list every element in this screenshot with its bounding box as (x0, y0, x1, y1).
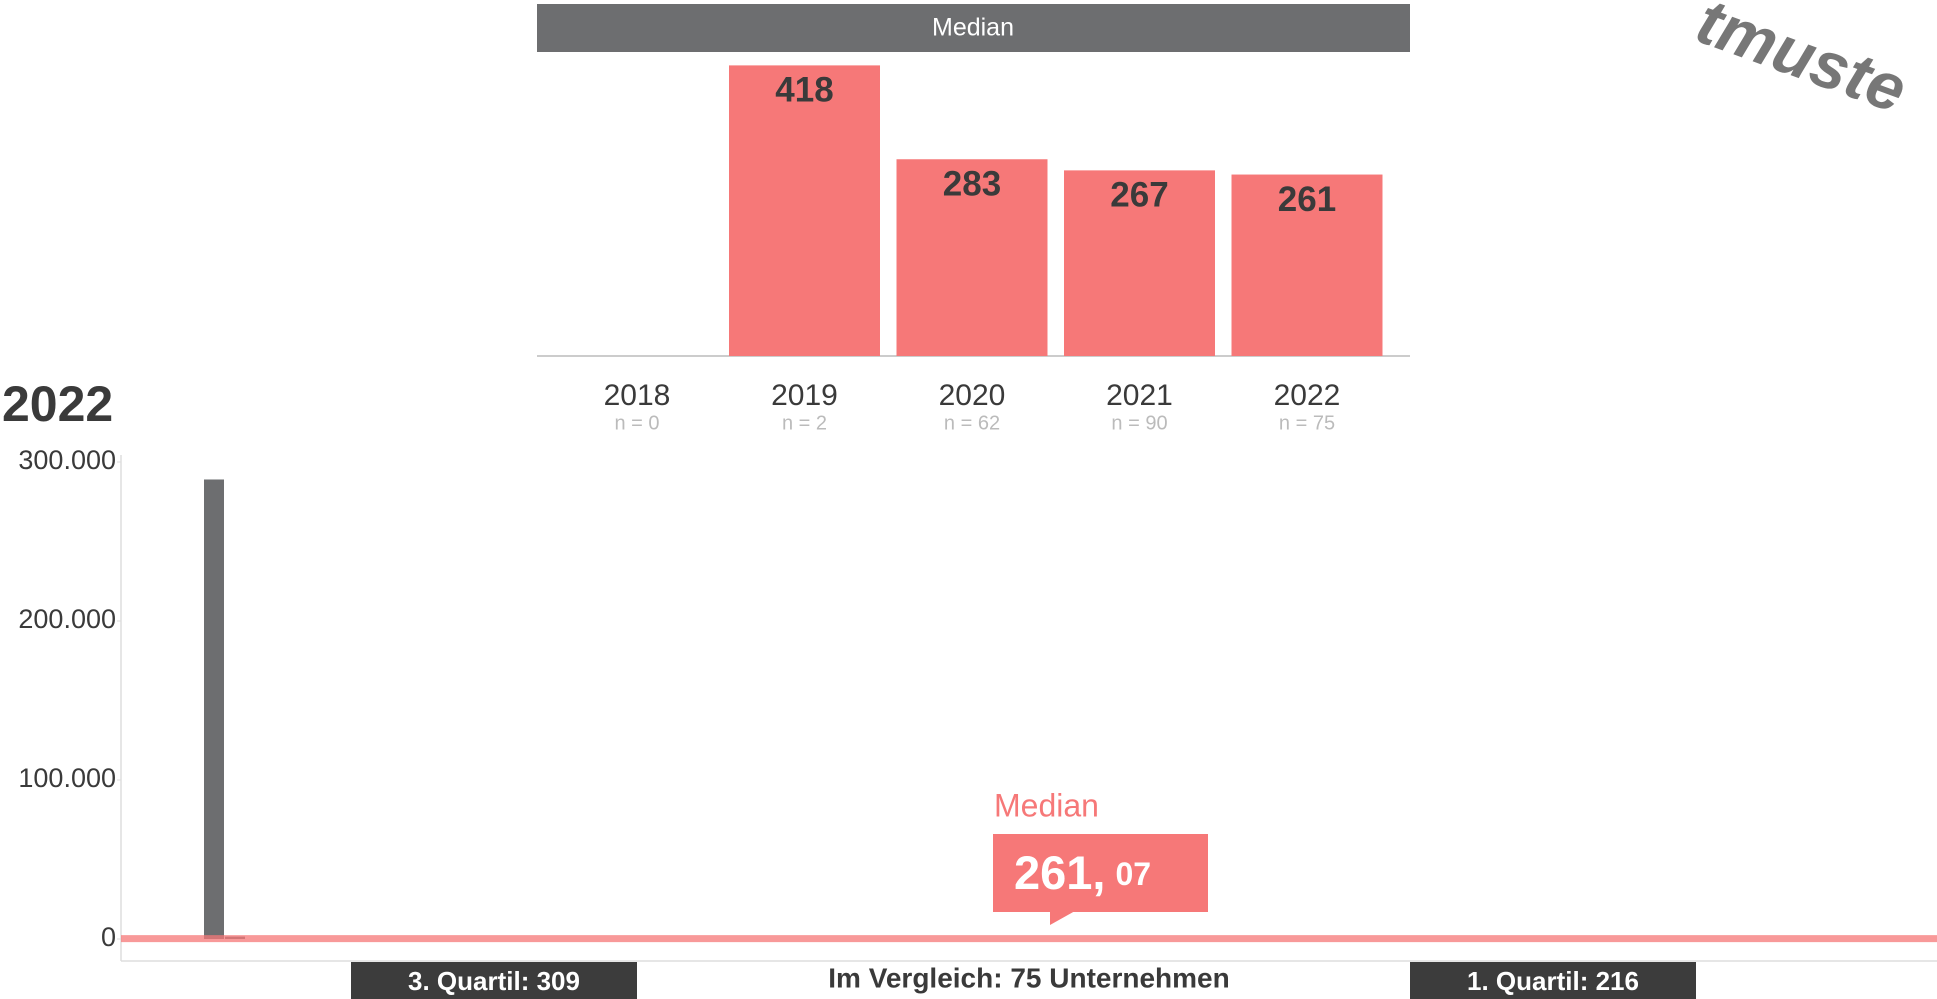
header-bar (537, 4, 1410, 52)
chart-title: 2022 (2, 376, 113, 432)
median-value-int: 261, (1014, 846, 1105, 899)
quartile-box (351, 962, 637, 999)
median-value-dec: 07 (1115, 856, 1151, 892)
x-tick-label: 2022 (1274, 379, 1341, 412)
x-tick-label: 2018 (604, 379, 671, 412)
x-tick-note: n = 90 (1111, 412, 1167, 434)
x-tick-note: n = 0 (614, 412, 659, 434)
data-label: 283 (943, 164, 1001, 203)
x-tick-label: 2019 (771, 379, 838, 412)
data-label: 261 (1278, 180, 1336, 219)
bar (896, 159, 1048, 356)
bar (204, 479, 224, 939)
bar (729, 65, 880, 356)
y-tick-label: 200.000 (18, 604, 116, 634)
bar (1231, 174, 1383, 356)
bar (1064, 170, 1215, 356)
x-tick-note: n = 2 (782, 412, 827, 434)
median-title: Median (994, 787, 1099, 823)
x-tick-label: 2020 (939, 379, 1006, 412)
median-box (993, 834, 1208, 912)
x-tick-note: n = 62 (944, 412, 1000, 434)
y-tick-label: 0 (101, 922, 116, 952)
chart-title: Median (932, 14, 1014, 42)
watermark: tmuste (1688, 0, 1917, 127)
median-value: 261, 07 (1014, 846, 1151, 899)
y-tick-label: 100.000 (18, 763, 116, 793)
data-label: 418 (775, 71, 833, 110)
y-tick-label: 300.000 (18, 445, 116, 475)
quartile-label: 3. Quartil: 309 (408, 966, 580, 996)
quartile-box (1410, 962, 1696, 999)
x-tick-note: n = 75 (1279, 412, 1335, 434)
quartile-label: 1. Quartil: 216 (1467, 966, 1639, 996)
data-label: 267 (1110, 176, 1168, 215)
x-tick-label: 2021 (1106, 379, 1173, 412)
comparison-label: Im Vergleich: 75 Unternehmen (828, 962, 1229, 993)
median-pointer (1050, 911, 1075, 925)
